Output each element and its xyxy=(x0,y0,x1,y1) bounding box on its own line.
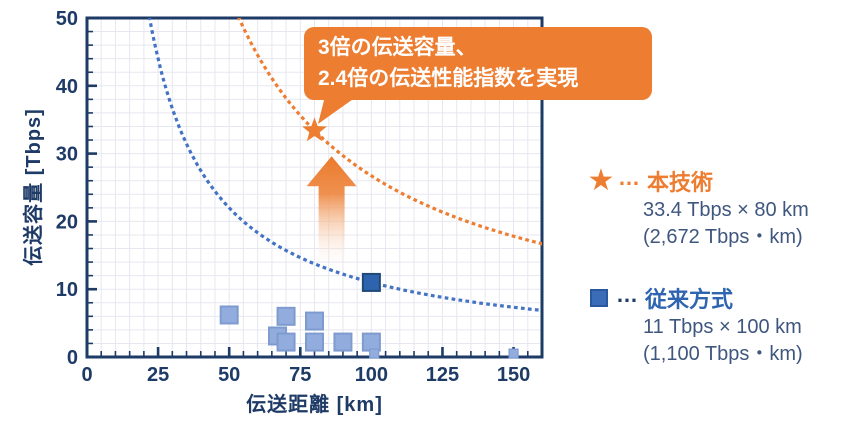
callout-line-2: 2.4倍の伝送性能指数を実現 xyxy=(318,67,579,90)
axis-tick-labels: 0 25 50 75 100 125 150 0 10 20 30 40 50 xyxy=(56,8,531,386)
callout-bubble: 3倍の伝送容量、 2.4倍の伝送性能指数を実現 xyxy=(304,27,652,124)
marker-square-conventional xyxy=(361,272,381,292)
y-tick-label: 20 xyxy=(56,211,78,233)
y-axis-title: 伝送容量 [Tbps] xyxy=(23,108,45,266)
plot-border xyxy=(85,16,544,359)
x-tick-label: 100 xyxy=(355,364,388,386)
square-icon xyxy=(590,289,608,307)
legend-connector-dots: … xyxy=(618,165,641,190)
legend-index-conventional: (1,100 Tbps・km) xyxy=(643,343,803,365)
marker-square-conventional xyxy=(361,332,381,352)
y-tick-label: 30 xyxy=(56,144,78,166)
x-tick-label: 25 xyxy=(147,364,169,386)
x-tick-label: 0 xyxy=(81,364,92,386)
curve-new-tech xyxy=(237,18,542,246)
marker-square-conventional xyxy=(508,348,519,359)
legend-value-new-tech: 33.4 Tbps × 80 km xyxy=(643,199,809,221)
legend-index-new-tech: (2,672 Tbps・km) xyxy=(643,226,803,248)
y-tick-label: 10 xyxy=(56,279,78,301)
legend-entry-conventional: … 従来方式 11 Tbps × 100 km (1,100 Tbps・km) xyxy=(586,282,858,368)
marker-square-conventional xyxy=(305,332,324,352)
legend-title-row-conventional: … 従来方式 xyxy=(586,282,858,314)
x-tick-label: 125 xyxy=(426,364,459,386)
marker-square-conventional xyxy=(369,348,380,359)
y-tick-label: 0 xyxy=(67,347,78,369)
legend-title-row-new-tech: ★ … 本技術 xyxy=(586,165,858,197)
marker-square-conventional xyxy=(305,311,324,331)
legend-title-conventional: 従来方式 xyxy=(645,287,734,312)
star-icon: ★ xyxy=(587,164,615,197)
x-axis-title: 伝送距離 [km] xyxy=(246,394,383,416)
legend-entry-new-tech: ★ … 本技術 33.4 Tbps × 80 km (2,672 Tbps・km… xyxy=(586,165,858,251)
x-tick-label: 150 xyxy=(497,364,530,386)
y-tick-label: 40 xyxy=(56,76,78,98)
marker-square-conventional xyxy=(219,305,239,325)
marker-square-conventional xyxy=(276,306,296,326)
y-tick-label: 50 xyxy=(56,8,78,30)
callout-line-1: 3倍の伝送容量、 xyxy=(318,36,477,59)
x-tick-label: 50 xyxy=(218,364,240,386)
improvement-arrow xyxy=(306,156,357,263)
legend: ★ … 本技術 33.4 Tbps × 80 km (2,672 Tbps・km… xyxy=(586,165,858,368)
marker-square-conventional xyxy=(276,332,296,352)
x-tick-label: 75 xyxy=(289,364,311,386)
legend-title-new-tech: 本技術 xyxy=(647,170,714,195)
marker-square-conventional xyxy=(333,332,353,352)
legend-value-conventional: 11 Tbps × 100 km xyxy=(643,316,802,338)
legend-connector-dots: … xyxy=(616,282,639,307)
marker-star-new-tech xyxy=(302,117,327,142)
